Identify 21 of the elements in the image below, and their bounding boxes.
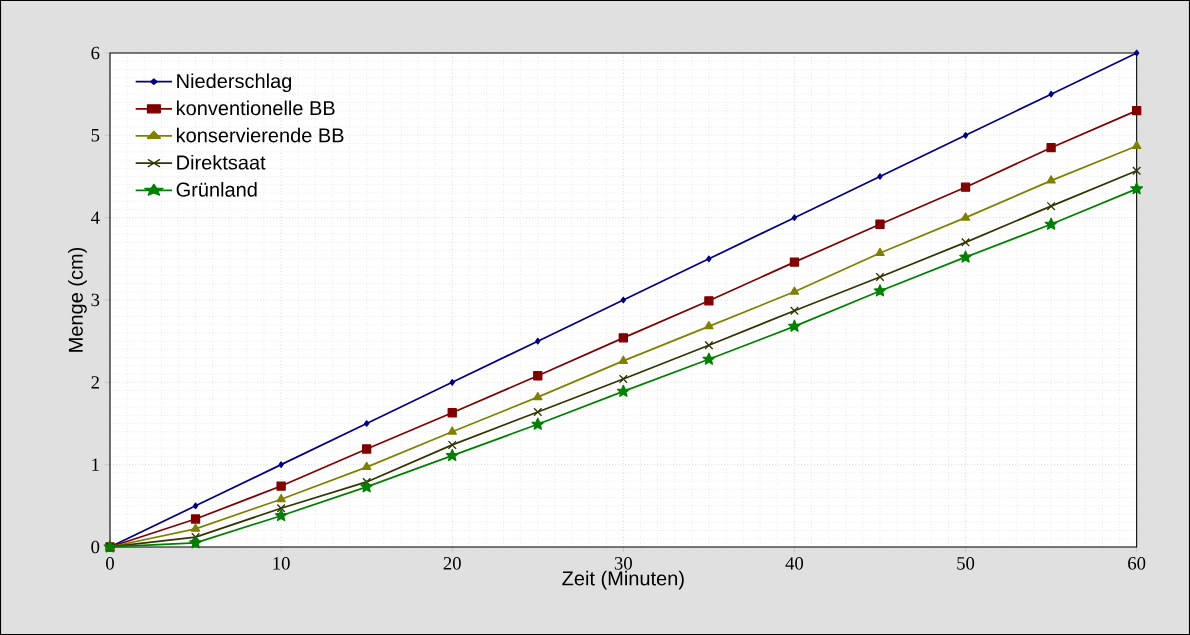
x-tick-label: 0 (106, 557, 114, 570)
y-axis-title: Menge (cm) (68, 247, 87, 352)
y-tick-label: 3 (91, 293, 100, 307)
legend-label: Grünland (176, 182, 257, 197)
y-tick-label: 4 (90, 211, 100, 224)
x-tick-label: 50 (957, 557, 975, 570)
y-tick-label: 6 (91, 46, 100, 60)
legend-label: konservierende BB (176, 127, 344, 143)
x-tick-label: 10 (273, 557, 290, 570)
y-tick-label: 0 (91, 540, 100, 554)
legend-label: Direktsaat (177, 154, 266, 170)
legend-label: Niederschlag (177, 73, 292, 93)
x-tick-label: 30 (614, 557, 632, 570)
x-tick-label: 60 (1128, 557, 1146, 570)
y-tick-label: 1 (92, 458, 99, 471)
x-axis-title: Zeit (Minuten) (562, 570, 684, 590)
x-tick-label: 20 (443, 557, 461, 570)
y-tick-label: 5 (91, 129, 100, 142)
x-tick-label: 40 (785, 557, 804, 570)
y-tick-label: 2 (91, 376, 99, 389)
legend-label: konventionelle BB (176, 100, 335, 116)
